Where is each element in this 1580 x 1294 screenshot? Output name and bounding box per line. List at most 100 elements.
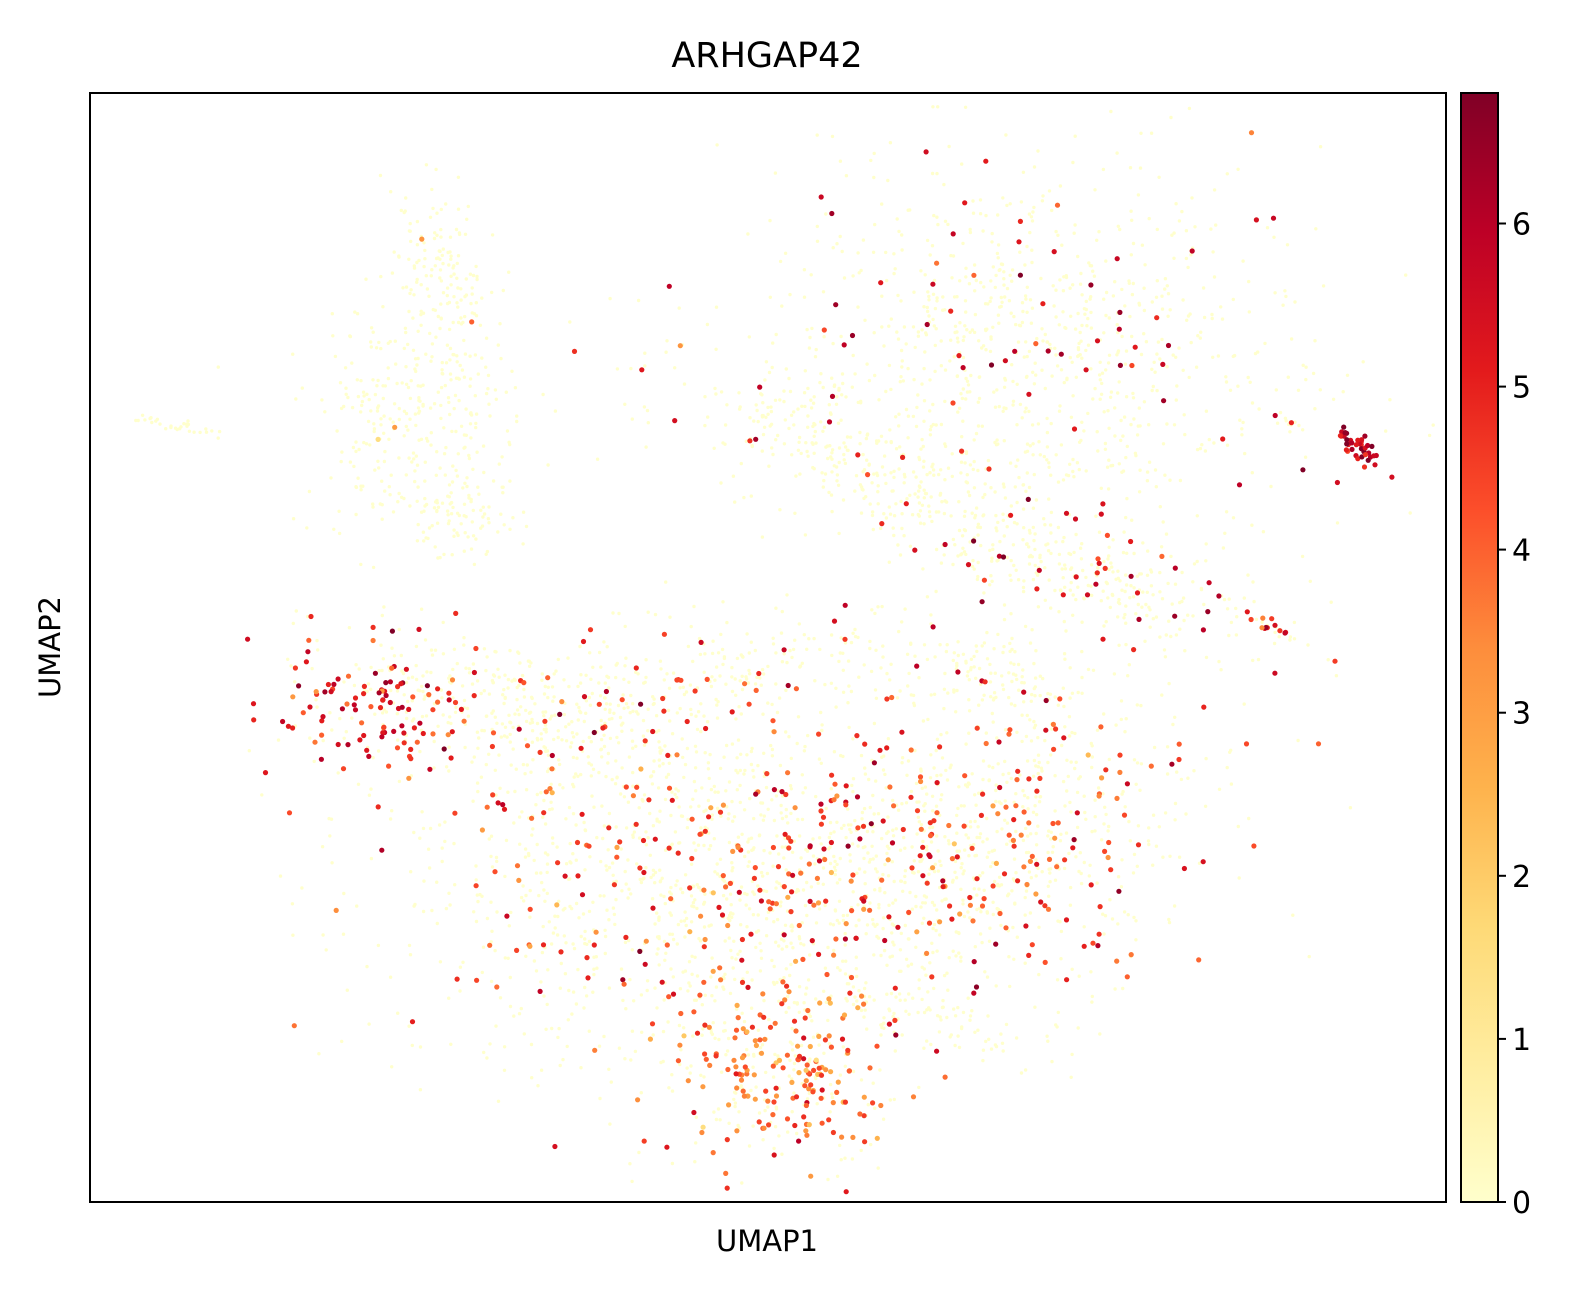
cell-point — [1272, 235, 1276, 239]
cell-point — [932, 324, 936, 328]
cell-point — [444, 906, 449, 911]
cell-point — [777, 852, 781, 856]
expressed-cell-point — [630, 793, 637, 799]
cell-point — [709, 787, 714, 792]
cell-point — [859, 753, 864, 758]
cell-point — [1117, 380, 1121, 384]
cell-point — [1123, 730, 1127, 734]
cell-point — [686, 817, 690, 822]
cell-point — [784, 967, 788, 971]
cell-point — [920, 382, 924, 386]
cell-point — [881, 872, 885, 877]
cell-point — [599, 859, 603, 864]
cell-point — [667, 1086, 671, 1090]
cell-point — [942, 687, 947, 691]
cell-point — [906, 684, 910, 688]
cell-point — [957, 1045, 962, 1050]
cell-point — [1012, 957, 1016, 961]
cell-point — [1010, 279, 1014, 283]
cell-point — [708, 844, 713, 848]
cell-point — [362, 440, 366, 445]
expressed-cell-point — [575, 873, 581, 879]
expressed-cell-point — [1008, 512, 1014, 518]
cell-point — [1210, 312, 1214, 317]
cell-point — [993, 285, 997, 290]
cell-point — [819, 420, 823, 424]
expressed-cell-point — [339, 706, 345, 712]
cell-point — [1075, 825, 1080, 830]
cell-point — [508, 479, 512, 483]
cell-point — [878, 526, 883, 531]
cell-point — [848, 435, 853, 439]
cell-point — [543, 710, 548, 714]
cell-point — [372, 427, 377, 431]
cell-point — [550, 714, 554, 718]
cell-point — [449, 1042, 453, 1047]
cell-point — [1099, 392, 1104, 396]
cell-point — [685, 746, 690, 751]
expressed-cell-point — [1072, 516, 1079, 522]
cell-point — [806, 414, 810, 418]
cell-point — [1124, 717, 1128, 721]
cell-point — [484, 668, 488, 673]
cell-point — [544, 1027, 548, 1032]
cell-point — [855, 974, 859, 979]
cell-point — [892, 271, 896, 276]
cell-point — [382, 708, 386, 712]
cell-point — [740, 687, 745, 692]
cell-point — [1032, 205, 1036, 210]
cell-point — [810, 441, 814, 445]
cell-point — [150, 420, 154, 425]
cell-point — [682, 692, 687, 697]
cell-point — [1027, 562, 1032, 566]
cell-point — [849, 689, 854, 694]
expressed-cell-point — [306, 637, 312, 643]
cell-point — [873, 373, 877, 378]
cell-point — [1007, 299, 1012, 303]
cell-point — [1021, 668, 1025, 672]
expressed-cell-point — [504, 913, 510, 919]
cell-point — [921, 719, 926, 723]
cell-point — [968, 825, 973, 829]
cell-point — [1154, 295, 1159, 299]
cell-point — [995, 388, 999, 392]
cell-point — [608, 296, 612, 301]
cell-point — [689, 862, 694, 866]
cell-point — [1021, 838, 1026, 843]
cell-point — [683, 910, 687, 914]
cell-point — [826, 1177, 830, 1182]
cell-point — [751, 768, 755, 773]
cell-point — [558, 783, 562, 787]
expressed-cell-point — [771, 787, 778, 793]
cell-point — [388, 817, 393, 821]
cell-point — [1269, 484, 1273, 489]
cell-point — [899, 299, 903, 303]
cell-point — [1132, 915, 1136, 920]
cell-point — [725, 1049, 730, 1053]
expressed-cell-point — [357, 737, 363, 743]
cell-point — [883, 772, 887, 777]
cell-point — [899, 348, 904, 353]
cell-point — [515, 685, 519, 690]
cell-point — [745, 632, 749, 636]
expressed-cell-point — [918, 826, 924, 832]
cell-point — [1015, 500, 1019, 505]
cell-point — [1186, 613, 1190, 617]
cell-point — [480, 894, 484, 898]
cell-point — [1137, 303, 1142, 307]
expressed-cell-point — [914, 663, 920, 669]
cell-point — [1263, 341, 1267, 346]
cell-point — [669, 885, 673, 890]
cell-point — [1016, 458, 1020, 462]
cell-point — [308, 736, 312, 740]
cell-point — [1169, 554, 1173, 559]
cell-point — [627, 680, 631, 684]
cell-point — [607, 686, 611, 690]
cell-point — [585, 942, 589, 946]
cell-point — [444, 765, 449, 769]
cell-point — [411, 451, 416, 455]
cell-point — [1076, 254, 1080, 259]
cell-point — [817, 757, 822, 761]
cell-point — [448, 412, 452, 417]
cell-point — [964, 310, 968, 314]
